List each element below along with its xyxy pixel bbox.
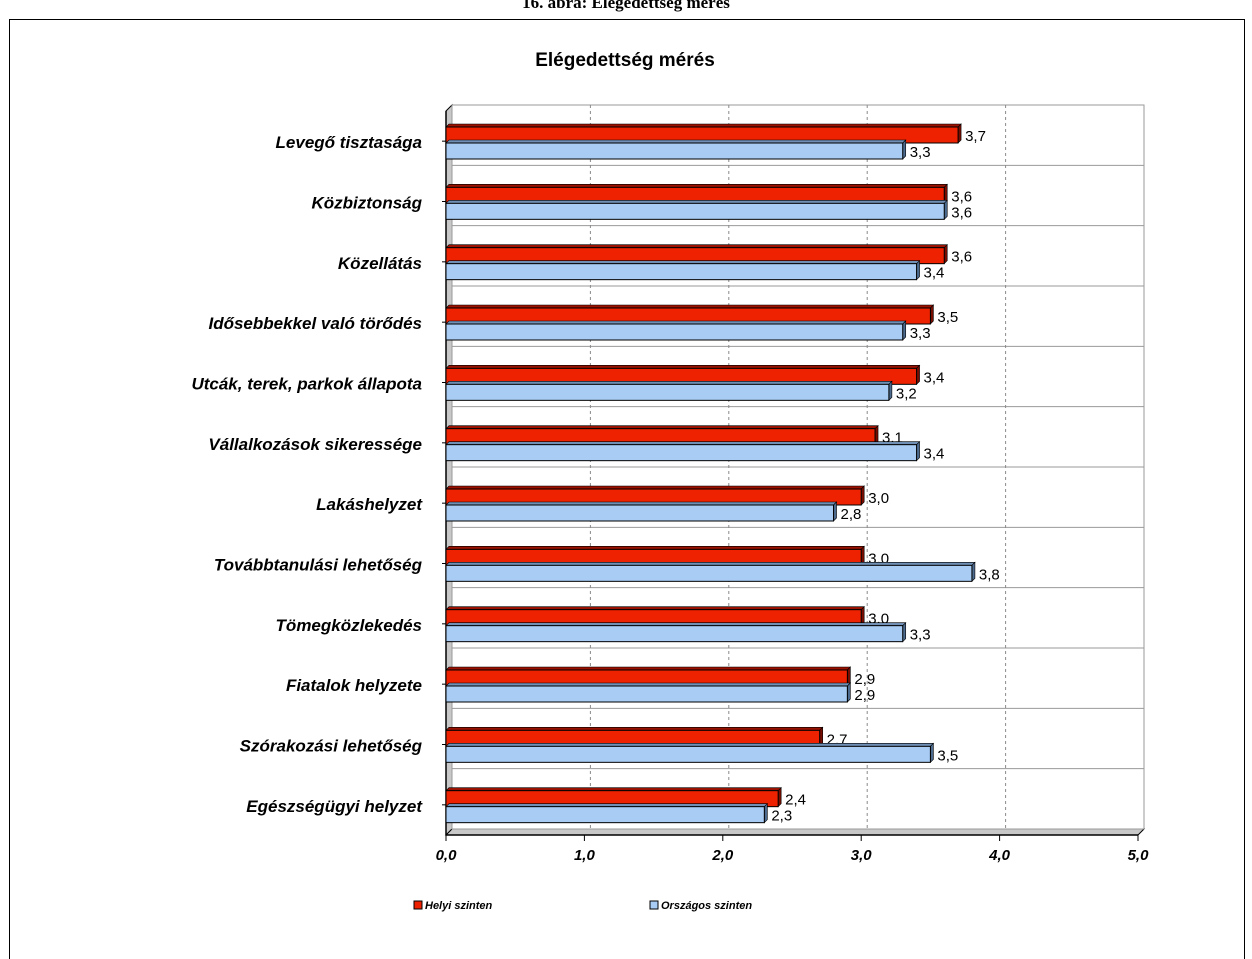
category-label: Egészségügyi helyzet <box>246 797 423 816</box>
category-label: Szórakozási lehetőség <box>240 737 423 756</box>
category-label: Tömegközlekedés <box>276 616 422 635</box>
bar-orszagos <box>445 504 835 522</box>
legend-label: Helyi szinten <box>425 900 493 912</box>
data-label: 2,9 <box>854 687 875 704</box>
data-label: 3,3 <box>910 144 931 161</box>
category-label: Fiatalok helyzete <box>286 676 422 695</box>
category-label: Továbbtanulási lehetőség <box>214 556 423 575</box>
bar-orszagos <box>445 383 890 401</box>
bar-orszagos <box>445 323 904 341</box>
data-label: 3,0 <box>868 490 889 507</box>
data-label: 3,3 <box>910 627 931 644</box>
x-tick-label: 2,0 <box>711 847 734 864</box>
category-label: Közellátás <box>338 254 422 273</box>
x-tick-label: 5,0 <box>1128 847 1150 864</box>
data-label: 3,5 <box>937 747 958 764</box>
category-label: Idősebbekkel való törődés <box>208 314 422 333</box>
data-label: 3,3 <box>910 325 931 342</box>
bar-orszagos <box>445 806 765 824</box>
data-label: 3,8 <box>979 566 1000 583</box>
category-label: Levegő tisztasága <box>276 133 422 152</box>
bar-orszagos <box>445 263 918 281</box>
data-label: 3,4 <box>924 446 945 463</box>
data-label: 3,4 <box>924 369 945 386</box>
legend-label: Országos szinten <box>661 900 752 912</box>
category-label: Közbiztonság <box>312 194 423 213</box>
data-label: 2,4 <box>785 792 806 809</box>
chart-frame <box>9 19 1245 959</box>
bar-orszagos <box>445 142 904 160</box>
data-label: 3,5 <box>937 309 958 326</box>
bar-orszagos <box>445 444 918 462</box>
legend-swatch <box>649 900 659 910</box>
legend-swatch <box>413 900 423 910</box>
chart-floor <box>444 828 1146 836</box>
data-label: 3,4 <box>924 265 945 282</box>
x-tick-label: 1,0 <box>574 847 596 864</box>
data-label: 2,9 <box>854 671 875 688</box>
bar-orszagos <box>445 745 931 763</box>
data-label: 3,6 <box>951 188 972 205</box>
bar-orszagos <box>445 564 973 582</box>
x-tick-label: 4,0 <box>988 847 1011 864</box>
bar-orszagos <box>445 625 904 643</box>
data-label: 3,7 <box>965 128 986 145</box>
chart-title: Elégedettség mérés <box>535 50 715 71</box>
category-label: Lakáshelyzet <box>316 495 423 514</box>
data-label: 2,8 <box>841 506 862 523</box>
data-label: 3,6 <box>951 204 972 221</box>
x-tick-label: 3,0 <box>851 847 873 864</box>
bar-orszagos <box>445 202 945 220</box>
bar-orszagos <box>445 685 848 703</box>
data-label: 3,2 <box>896 385 917 402</box>
data-label: 3,6 <box>951 249 972 266</box>
data-label: 2,3 <box>771 808 792 825</box>
category-label: Utcák, terek, parkok állapota <box>191 375 422 394</box>
figure-caption: 16. ábra: Elégedettség mérés <box>522 0 730 12</box>
x-tick-label: 0,0 <box>436 847 458 864</box>
category-label: Vállalkozások sikeressége <box>208 435 422 454</box>
